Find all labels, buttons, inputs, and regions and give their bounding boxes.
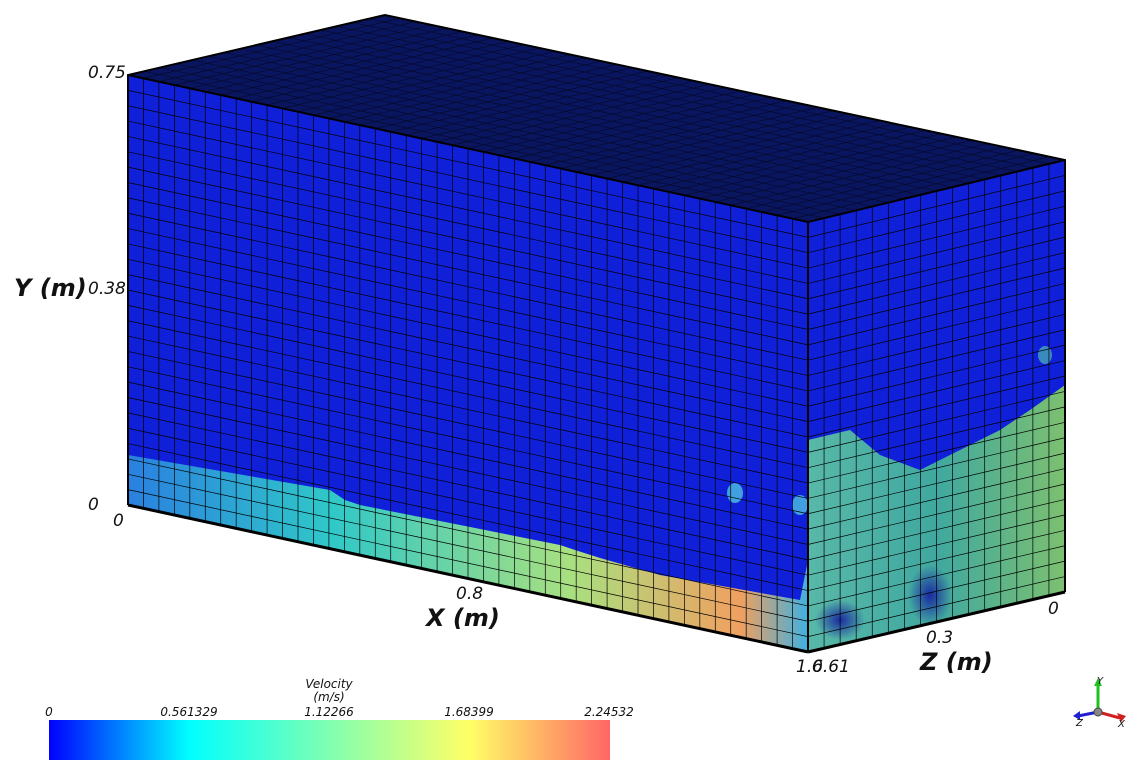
x-tick-start: 0 xyxy=(113,511,124,531)
colorbar-tick-4: 2.24532 xyxy=(584,705,634,719)
y-tick-top: 0.75 xyxy=(88,63,126,83)
side-face xyxy=(808,160,1065,652)
y-tick-mid: 0.38 xyxy=(88,279,126,299)
colorbar: Velocity (m/s) 0 0.561329 1.12266 1.6839… xyxy=(45,677,634,760)
x-axis-title: X (m) xyxy=(424,604,500,632)
colorbar-title: Velocity xyxy=(305,677,353,691)
orientation-triad[interactable]: Y Z X xyxy=(1073,676,1126,730)
y-tick-bottom: 0 xyxy=(88,495,99,515)
colorbar-tick-3: 1.68399 xyxy=(444,705,494,719)
box-edges xyxy=(127,13,1066,654)
colorbar-tick-2: 1.12266 xyxy=(304,705,354,719)
triad-z-label: Z xyxy=(1075,718,1084,729)
colorbar-unit: (m/s) xyxy=(313,690,344,704)
colorbar-tick-1: 0.561329 xyxy=(160,705,217,719)
z-tick-end: 0.61 xyxy=(812,657,850,677)
triad-x-label: X xyxy=(1117,719,1126,730)
y-axis-title: Y (m) xyxy=(14,274,87,302)
colorbar-tick-0: 0 xyxy=(45,705,53,719)
front-face xyxy=(128,75,808,652)
x-tick-mid: 0.8 xyxy=(456,584,483,604)
z-axis-title: Z (m) xyxy=(919,648,993,676)
z-tick-start: 0 xyxy=(1048,599,1059,619)
x-tick-end: 1.6 xyxy=(796,657,823,677)
triad-y-label: Y xyxy=(1097,676,1104,687)
colorbar-gradient xyxy=(49,720,610,760)
z-tick-mid: 0.3 xyxy=(926,628,953,648)
